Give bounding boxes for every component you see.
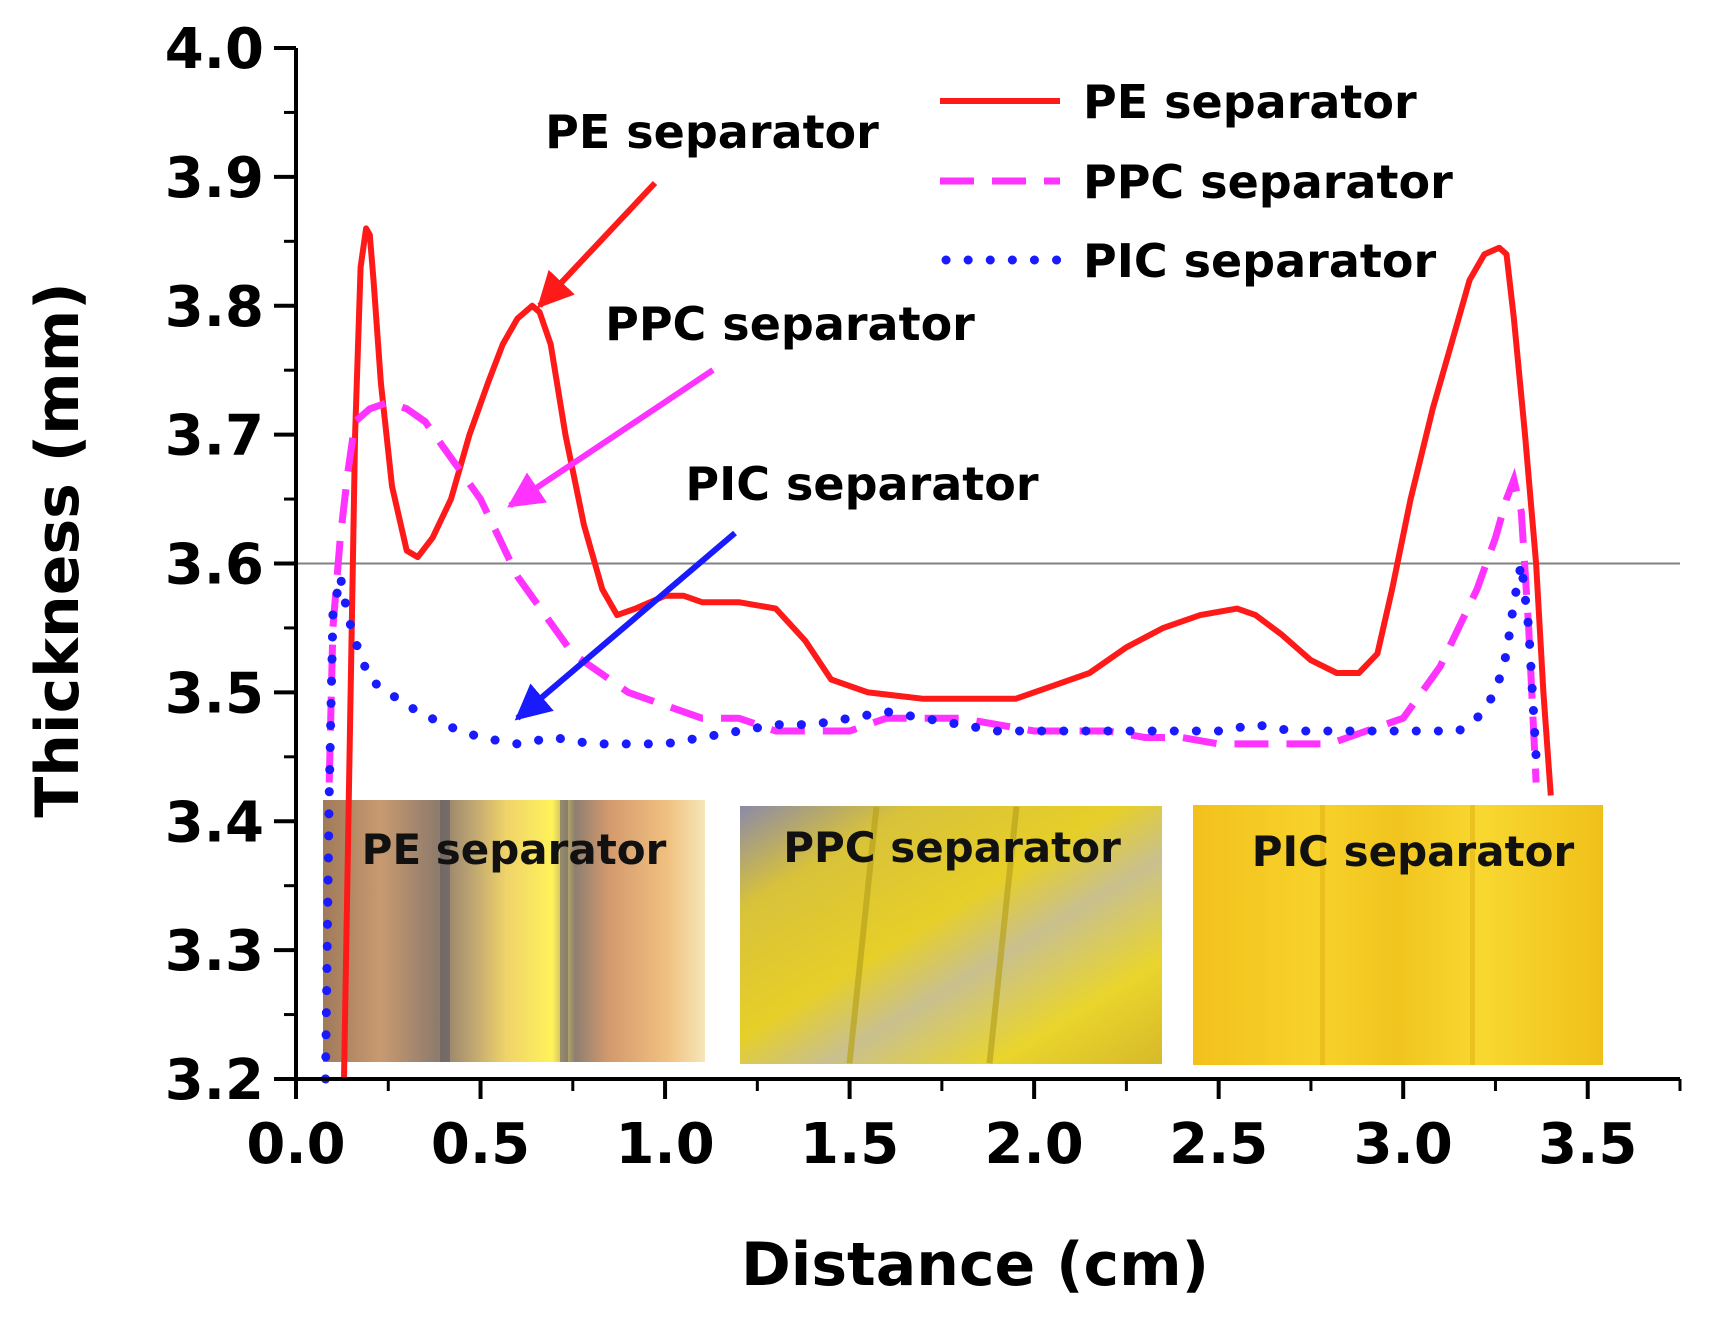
series-line-pe (341, 225, 1554, 1080)
series-line-pic (321, 562, 1541, 1084)
x-tick-label: 3.0 (1354, 1112, 1453, 1177)
inset-photo-pe: PE separator (323, 800, 705, 1062)
x-tick-label: 2.5 (1169, 1112, 1268, 1177)
annotation-arrow-pe (537, 180, 658, 309)
x-tick-label: 3.5 (1538, 1112, 1637, 1177)
inset-label-pic: PIC separator (1252, 827, 1575, 876)
y-tick-label: 3.6 (165, 533, 264, 598)
inset-label-pe: PE separator (362, 825, 667, 874)
x-tick-label: 0.5 (431, 1112, 530, 1177)
x-tick-label: 0.0 (246, 1112, 345, 1177)
series-line-ppc (325, 398, 1540, 783)
legend-label-pic: PIC separator (1083, 234, 1436, 288)
x-tick-label: 1.0 (615, 1112, 714, 1177)
annotation-arrow-ppc (507, 367, 715, 509)
legend-label-pe: PE separator (1083, 75, 1417, 129)
y-tick-label: 3.2 (165, 1048, 264, 1113)
y-tick-label: 3.8 (165, 275, 264, 340)
annotation-label-pic: PIC separator (685, 457, 1038, 511)
inset-photo-pic: PIC separator (1193, 805, 1603, 1065)
y-tick-label: 3.4 (165, 790, 264, 855)
inset-photos: PE separator PPC separator PIC separator (323, 800, 1603, 1065)
y-tick-label: 3.3 (165, 919, 264, 984)
axes: 3.2 3.3 3.4 3.5 3.6 3.7 3.8 3.9 4.0 0.0 0.5 1.0 1.5… (165, 17, 1682, 1177)
x-ticks: 0.0 0.5 1.0 1.5 2.0 2.5 3.0 3.5 (246, 1079, 1682, 1177)
y-axis-title: Thickness (mm) (23, 282, 93, 817)
y-tick-label: 3.5 (165, 661, 264, 726)
annotation-label-ppc: PPC separator (605, 297, 975, 351)
annotation-arrow-pic (514, 530, 737, 721)
x-axis-title: Distance (cm) (741, 1230, 1209, 1300)
y-tick-label: 3.9 (165, 146, 264, 211)
x-tick-label: 2.0 (985, 1112, 1084, 1177)
legend: PE separator PPC separator PIC separator (940, 75, 1453, 288)
annotation-label-pe: PE separator (545, 105, 879, 159)
inset-label-ppc: PPC separator (783, 823, 1121, 872)
inset-photo-ppc: PPC separator (740, 806, 1162, 1064)
y-ticks: 3.2 3.3 3.4 3.5 3.6 3.7 3.8 3.9 4.0 (165, 17, 296, 1113)
legend-label-ppc: PPC separator (1083, 155, 1453, 209)
y-tick-label: 3.7 (165, 404, 264, 469)
x-tick-label: 1.5 (800, 1112, 899, 1177)
annotations: PE separator PPC separator PIC separator (507, 105, 1039, 721)
y-tick-label: 4.0 (165, 17, 264, 82)
